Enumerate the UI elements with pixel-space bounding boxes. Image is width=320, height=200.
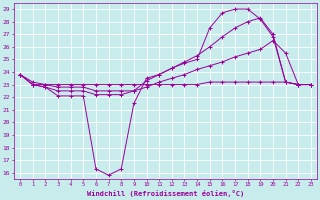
X-axis label: Windchill (Refroidissement éolien,°C): Windchill (Refroidissement éolien,°C) — [87, 190, 244, 197]
